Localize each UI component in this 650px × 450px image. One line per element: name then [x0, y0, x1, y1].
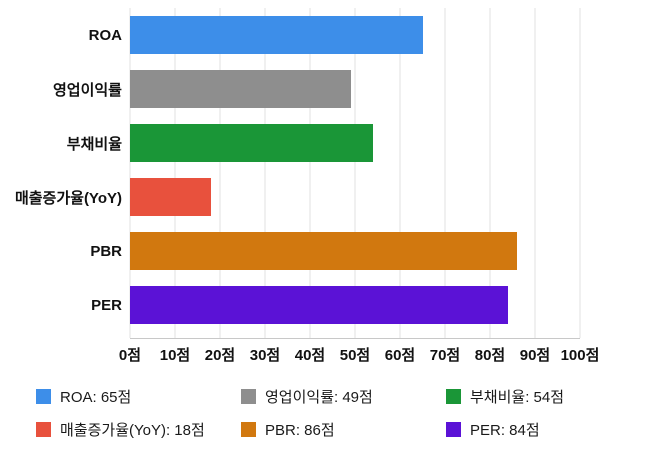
- legend-swatch: [446, 389, 461, 404]
- x-tick-label: 20점: [204, 347, 236, 364]
- legend-swatch: [36, 422, 51, 437]
- gridline: [444, 8, 446, 338]
- x-tick-label: 10점: [159, 347, 191, 364]
- x-tick-label: 60점: [384, 347, 416, 364]
- legend-item: 매출증가율(YoY): 18점: [36, 419, 241, 440]
- grid-layer: [129, 8, 581, 339]
- gridline: [579, 8, 581, 338]
- legend-label: 매출증가율(YoY): 18점: [60, 422, 205, 439]
- legend-swatch: [241, 422, 256, 437]
- bar-row: PBR: [0, 224, 650, 278]
- x-axis-ticks: 0점 10점 20점 30점 40점 50점 60점 70점 80점 90점 100점: [119, 344, 599, 364]
- bar: [130, 232, 517, 270]
- gridline: [264, 8, 266, 338]
- gridline: [489, 8, 491, 338]
- bar-row: 매출증가율(YoY): [0, 170, 650, 224]
- legend-item: 부채비율: 54점: [446, 386, 636, 407]
- bar-track: [130, 178, 580, 216]
- category-label: 영업이익률: [52, 81, 122, 99]
- x-tick-label: 40점: [294, 347, 326, 364]
- gridline: [174, 8, 176, 338]
- bar-row: 영업이익률: [0, 62, 650, 116]
- bar-track: [130, 16, 580, 54]
- gridline: [219, 8, 221, 338]
- bar-track: [130, 124, 580, 162]
- gridline: [399, 8, 401, 338]
- legend-label: PBR: 86점: [265, 422, 335, 439]
- category-label: ROA: [88, 26, 122, 44]
- bar: [130, 286, 508, 324]
- bar-row: PER: [0, 278, 650, 332]
- x-tick-label: 0점: [118, 347, 142, 364]
- legend-label: PER: 84점: [470, 422, 540, 439]
- x-tick-label: 50점: [339, 347, 371, 364]
- x-tick-label: 100점: [560, 347, 600, 364]
- bar-track: [130, 286, 580, 324]
- category-label: 부채비율: [66, 135, 122, 153]
- bar-track: [130, 232, 580, 270]
- x-tick-label: 90점: [519, 347, 551, 364]
- gridline: [309, 8, 311, 338]
- legend-label: 영업이익률: 49점: [265, 389, 373, 406]
- x-tick-label: 80점: [474, 347, 506, 364]
- legend-item: PBR: 86점: [241, 419, 446, 440]
- x-tick-label: 30점: [249, 347, 281, 364]
- legend-item: ROA: 65점: [36, 386, 241, 407]
- gridline: [534, 8, 536, 338]
- legend-label: 부채비율: 54점: [470, 389, 565, 406]
- bar: [130, 178, 211, 216]
- legend-swatch: [446, 422, 461, 437]
- bar-track: [130, 70, 580, 108]
- legend-item: 영업이익률: 49점: [241, 386, 446, 407]
- category-label: 매출증가율(YoY): [14, 189, 122, 207]
- legend-swatch: [241, 389, 256, 404]
- category-label: PBR: [90, 242, 122, 260]
- bar-row: ROA: [0, 8, 650, 62]
- gridline: [354, 8, 356, 338]
- bar: [130, 124, 373, 162]
- x-tick-label: 70점: [429, 347, 461, 364]
- bar: [130, 70, 351, 108]
- legend-label: ROA: 65점: [60, 389, 132, 406]
- legend-swatch: [36, 389, 51, 404]
- gridline: [129, 8, 131, 338]
- bar-row: 부채비율: [0, 116, 650, 170]
- category-label: PER: [91, 296, 122, 314]
- bar: [130, 16, 423, 54]
- legend-item: PER: 84점: [446, 419, 636, 440]
